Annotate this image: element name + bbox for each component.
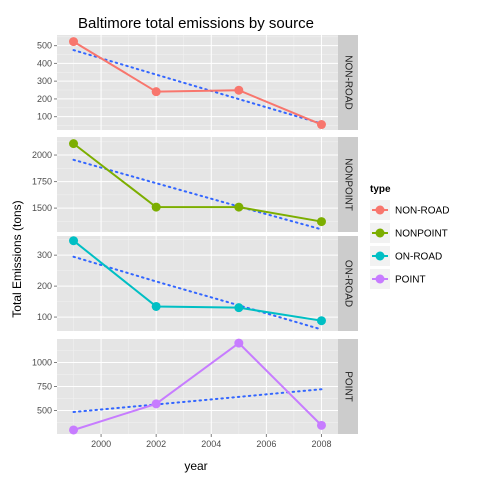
strip-non-road [338, 35, 358, 130]
data-point-point [151, 399, 161, 409]
chart-title: Baltimore total emissions by source [78, 15, 314, 32]
legend-key-point [375, 228, 385, 238]
strip-label: ON-ROAD [343, 260, 354, 307]
data-point-non-road [316, 120, 326, 130]
legend-entry-non-road: NON-ROAD [370, 200, 449, 220]
trend-line-on-road [72, 255, 323, 331]
facet-panels: 100 200 300 400 500 NON-ROAD 1500 1750 2000 NONPO… [32, 35, 358, 435]
series-line-point [73, 341, 323, 431]
y-tick-label: 100 [37, 312, 52, 322]
legend-entry-nonpoint: NONPOINT [370, 223, 448, 243]
y-tick-label: 500 [37, 405, 52, 415]
data-point-point [316, 420, 326, 430]
x-tick-label: 2004 [201, 439, 221, 449]
data-point-point [69, 425, 79, 435]
trend-line-nonpoint [72, 158, 323, 231]
data-point-nonpoint [316, 217, 326, 227]
y-tick-label: 300 [37, 250, 52, 260]
strip-on-road [338, 236, 358, 331]
legend-key-point [375, 274, 385, 284]
legend-entry-point: POINT [370, 269, 426, 289]
legend-key-point [375, 251, 385, 261]
series-line-on-road [72, 239, 322, 322]
y-tick-label: 400 [37, 58, 52, 68]
y-axis-title: Total Emissions (tons) [10, 200, 24, 317]
data-point-on-road [316, 316, 326, 326]
panel-non-road: 100 200 300 400 500 NON-ROAD [37, 35, 358, 130]
series-line-nonpoint [72, 142, 322, 223]
x-tick-label: 2006 [256, 439, 276, 449]
series-line-non-road [73, 40, 322, 126]
x-tick-label: 2000 [91, 439, 111, 449]
data-point-point [234, 338, 244, 348]
trend-line-non-road [72, 49, 323, 125]
data-point-non-road [151, 87, 161, 97]
y-tick-label: 200 [37, 281, 52, 291]
legend-key-point [375, 205, 385, 215]
y-tick-label: 200 [37, 94, 52, 104]
y-tick-label: 1000 [32, 358, 52, 368]
legend-title: type [370, 184, 391, 195]
strip-label: POINT [343, 371, 354, 402]
data-point-on-road [151, 301, 161, 311]
data-point-on-road [69, 236, 79, 246]
data-point-non-road [69, 37, 79, 47]
legend: type NON-ROAD NONPOINT ON-ROAD POINT [370, 184, 449, 289]
strip-label: NONPOINT [343, 158, 354, 211]
y-tick-label: 1500 [32, 203, 52, 213]
y-tick-label: 1750 [32, 177, 52, 187]
data-point-nonpoint [234, 202, 244, 212]
strip-point [338, 339, 358, 434]
x-axis-ticks: 2000 2002 2004 2006 2008 [91, 434, 331, 449]
data-point-nonpoint [151, 202, 161, 212]
legend-label: ON-ROAD [395, 252, 442, 263]
strip-label: NON-ROAD [343, 55, 354, 109]
legend-label: NONPOINT [395, 229, 448, 240]
y-tick-label: 750 [37, 382, 52, 392]
x-tick-label: 2002 [146, 439, 166, 449]
y-tick-label: 2000 [32, 150, 52, 160]
legend-label: POINT [395, 275, 426, 286]
x-tick-label: 2008 [311, 439, 331, 449]
x-axis-title: year [184, 459, 207, 473]
y-tick-label: 100 [37, 112, 52, 122]
strip-nonpoint [338, 137, 358, 232]
y-tick-label: 500 [37, 41, 52, 51]
data-point-non-road [234, 85, 244, 95]
legend-entry-on-road: ON-ROAD [370, 246, 442, 266]
data-point-on-road [234, 303, 244, 313]
panel-nonpoint: 1500 1750 2000 NONPOINT [32, 137, 358, 232]
panel-on-road: 100 200 300 ON-ROAD [37, 236, 358, 331]
data-point-nonpoint [69, 139, 79, 149]
legend-label: NON-ROAD [395, 206, 449, 217]
panel-point: 500 750 1000 POINT [32, 338, 358, 435]
y-tick-label: 300 [37, 76, 52, 86]
